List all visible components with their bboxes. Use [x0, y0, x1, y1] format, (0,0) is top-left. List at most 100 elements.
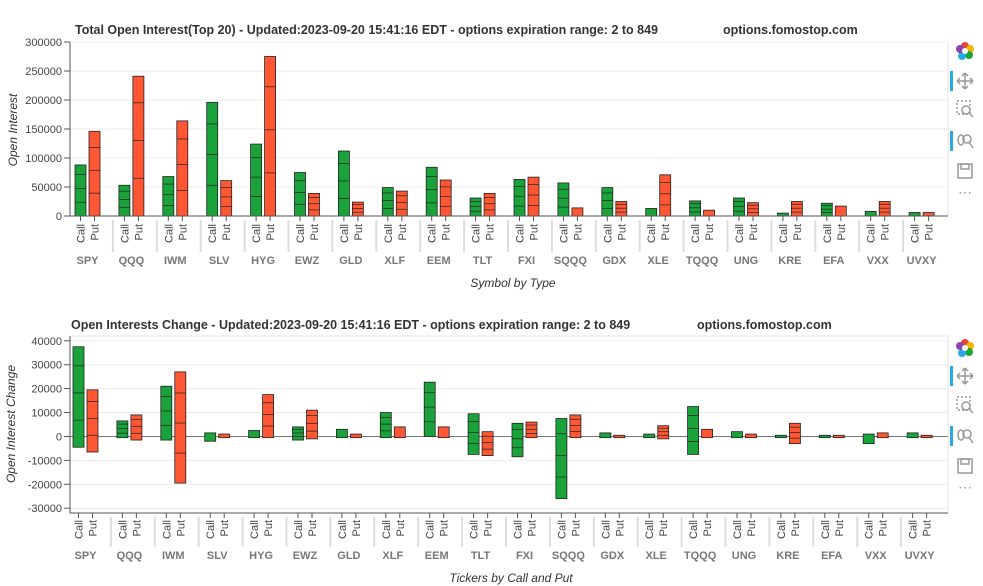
- bar-hyg-call[interactable]: [250, 143, 263, 217]
- bar-qqq-call[interactable]: [118, 184, 131, 217]
- bar-eem-call[interactable]: [423, 381, 436, 437]
- bar-iwm-call[interactable]: [160, 385, 173, 441]
- bar-slv-call[interactable]: [204, 432, 217, 442]
- x-tick-label-type: Call: [251, 224, 263, 243]
- bar-kre-put[interactable]: [791, 201, 803, 217]
- bar-gld-call[interactable]: [337, 150, 350, 217]
- bar-fxi-put[interactable]: [527, 176, 540, 217]
- x-tick-label-symbol: KRE: [778, 255, 801, 267]
- x-tick-label-type: Call: [339, 224, 351, 243]
- bar-tqqq-call[interactable]: [687, 406, 699, 455]
- save-icon[interactable]: [950, 453, 980, 479]
- chart2-plot-area[interactable]: [69, 335, 949, 514]
- wheel-zoom-icon[interactable]: [950, 423, 980, 449]
- box-zoom-icon[interactable]: [950, 392, 980, 418]
- bar-eem-put[interactable]: [439, 179, 452, 217]
- save-icon[interactable]: [950, 158, 980, 184]
- bar-xle-call[interactable]: [645, 208, 658, 217]
- bar-spy-call[interactable]: [74, 164, 87, 217]
- bar-tlt-put[interactable]: [483, 192, 496, 217]
- bar-efa-put[interactable]: [832, 434, 845, 439]
- pan-icon[interactable]: [950, 363, 980, 389]
- bar-xle-put[interactable]: [657, 425, 670, 440]
- bar-xlf-call[interactable]: [381, 187, 394, 217]
- bar-uvxy-put[interactable]: [920, 434, 933, 439]
- bar-sqqq-put[interactable]: [571, 207, 584, 217]
- bar-xlf-call[interactable]: [379, 412, 392, 439]
- bar-kre-call[interactable]: [775, 434, 787, 439]
- bokeh-logo-icon[interactable]: [950, 335, 980, 361]
- bar-ewz-call[interactable]: [294, 172, 306, 217]
- bar-xle-put[interactable]: [659, 174, 672, 217]
- bar-uvxy-put[interactable]: [922, 212, 935, 217]
- bar-spy-put[interactable]: [88, 130, 101, 217]
- bar-tlt-put[interactable]: [481, 431, 494, 456]
- bar-ung-put[interactable]: [747, 202, 759, 217]
- bar-spy-put[interactable]: [86, 389, 99, 453]
- bar-hyg-put[interactable]: [262, 394, 275, 439]
- bar-gld-put[interactable]: [351, 201, 364, 217]
- bar-efa-put[interactable]: [834, 205, 847, 217]
- bar-ung-put[interactable]: [745, 433, 757, 439]
- bokeh-logo-icon[interactable]: [950, 38, 980, 64]
- bar-ung-call[interactable]: [731, 431, 743, 439]
- bar-fxi-call[interactable]: [511, 422, 524, 458]
- bar-tlt-call[interactable]: [469, 197, 482, 217]
- bar-vxx-put[interactable]: [878, 201, 891, 217]
- bar-ewz-put[interactable]: [306, 409, 318, 440]
- bar-xlf-put[interactable]: [395, 190, 408, 217]
- bar-slv-put[interactable]: [218, 433, 231, 439]
- bar-gdx-call[interactable]: [599, 432, 612, 439]
- bar-kre-put[interactable]: [789, 422, 801, 445]
- bar-eem-put[interactable]: [437, 426, 450, 439]
- bar-iwm-call[interactable]: [162, 176, 175, 217]
- chart1-bars: [74, 56, 935, 217]
- x-tick-label-symbol: EEM: [425, 550, 449, 562]
- bar-uvxy-call[interactable]: [908, 212, 921, 217]
- bar-vxx-call[interactable]: [862, 433, 875, 445]
- bar-vxx-call[interactable]: [864, 210, 877, 217]
- bar-tqqq-call[interactable]: [689, 200, 701, 217]
- bar-eem-call[interactable]: [425, 166, 438, 217]
- bar-ewz-put[interactable]: [308, 192, 320, 217]
- more-icon[interactable]: ⋯: [958, 479, 973, 495]
- bar-iwm-put[interactable]: [176, 120, 189, 217]
- x-tick-label-type: Put: [746, 520, 758, 537]
- bar-gdx-put[interactable]: [615, 201, 628, 217]
- more-icon[interactable]: ⋯: [958, 184, 973, 200]
- bar-efa-call[interactable]: [820, 202, 833, 217]
- bar-tqqq-put[interactable]: [701, 428, 713, 439]
- bar-qqq-put[interactable]: [130, 414, 143, 441]
- bar-efa-call[interactable]: [818, 434, 831, 439]
- bar-gld-put[interactable]: [349, 433, 362, 439]
- x-tick-label-type: Put: [878, 520, 890, 537]
- bar-slv-put[interactable]: [220, 180, 233, 217]
- bar-vxx-put[interactable]: [876, 432, 889, 439]
- bar-uvxy-call[interactable]: [906, 432, 919, 439]
- bar-ewz-call[interactable]: [292, 426, 304, 441]
- bar-fxi-call[interactable]: [513, 179, 526, 217]
- bar-spy-call[interactable]: [72, 346, 85, 448]
- bar-tqqq-put[interactable]: [703, 209, 715, 217]
- bar-slv-call[interactable]: [206, 101, 219, 217]
- bar-sqqq-put[interactable]: [569, 414, 582, 439]
- bar-sqqq-call[interactable]: [555, 418, 568, 500]
- bar-fxi-put[interactable]: [525, 421, 538, 439]
- bar-hyg-call[interactable]: [248, 430, 261, 439]
- wheel-zoom-icon[interactable]: [950, 128, 980, 154]
- bar-gdx-call[interactable]: [601, 187, 614, 217]
- bar-qqq-call[interactable]: [116, 420, 129, 439]
- bar-ung-call[interactable]: [733, 197, 745, 217]
- bar-xlf-put[interactable]: [393, 426, 406, 439]
- chart2-site-label: options.fomostop.com: [697, 318, 832, 332]
- bar-hyg-put[interactable]: [264, 56, 277, 217]
- bar-tlt-call[interactable]: [467, 413, 480, 455]
- pan-icon[interactable]: [950, 68, 980, 94]
- bar-qqq-put[interactable]: [132, 75, 145, 217]
- bar-gld-call[interactable]: [335, 428, 348, 439]
- bar-gdx-put[interactable]: [613, 434, 626, 439]
- bar-iwm-put[interactable]: [174, 371, 187, 484]
- box-zoom-icon[interactable]: [950, 96, 980, 122]
- bar-xle-call[interactable]: [643, 433, 656, 439]
- bar-sqqq-call[interactable]: [557, 182, 570, 217]
